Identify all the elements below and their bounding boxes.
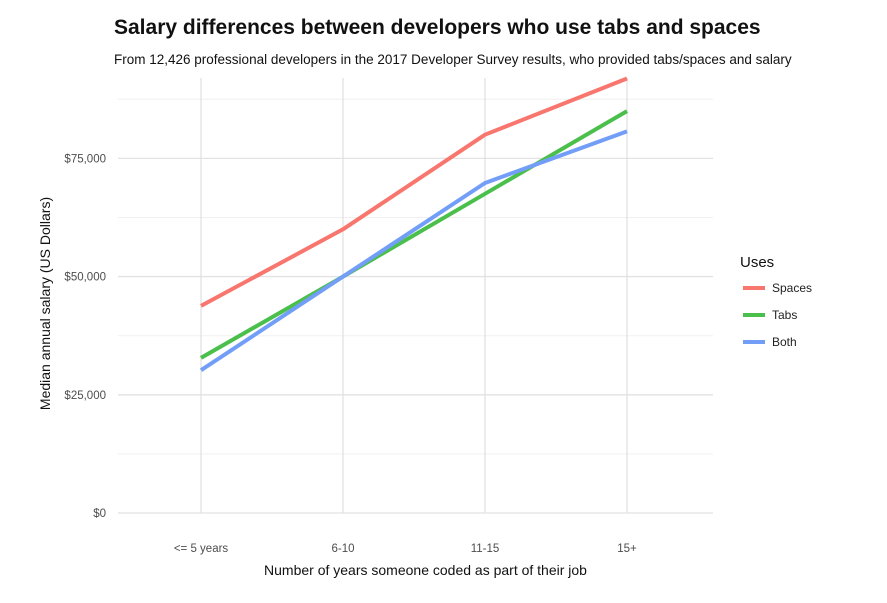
chart-subtitle: From 12,426 professional developers in t… — [114, 52, 792, 67]
y-tick-label: $75,000 — [64, 153, 106, 165]
legend-label-spaces: Spaces — [772, 281, 812, 295]
x-tick-label: 15+ — [617, 543, 637, 555]
x-tick-label: <= 5 years — [174, 543, 229, 555]
x-axis-title: Number of years someone coded as part of… — [264, 562, 587, 578]
x-tick-label: 11-15 — [471, 543, 500, 555]
legend-label-tabs: Tabs — [772, 308, 797, 322]
series-line-spaces — [200, 76, 628, 308]
legend-title: Uses — [740, 254, 774, 271]
y-tick-label: $25,000 — [64, 390, 106, 402]
chart-title: Salary differences between developers wh… — [114, 16, 761, 39]
y-tick-label: $50,000 — [64, 272, 106, 284]
series-line-both — [199, 129, 628, 372]
x-tick-label: 6-10 — [331, 543, 354, 555]
series-line-tabs — [200, 109, 629, 360]
legend-label-both: Both — [772, 335, 797, 349]
y-tick-label: $0 — [93, 508, 106, 520]
y-axis-title: Median annual salary (US Dollars) — [37, 197, 53, 410]
